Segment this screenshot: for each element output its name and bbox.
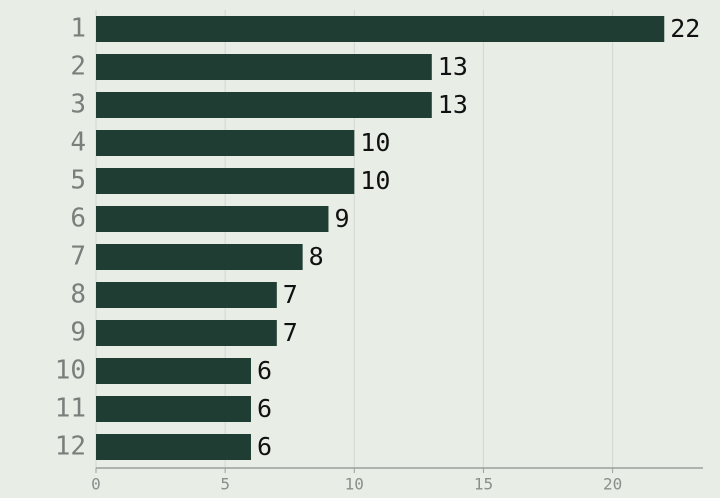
y-tick-label: 4 [70, 128, 86, 158]
y-tick-label: 3 [70, 90, 86, 120]
bar [96, 206, 329, 232]
value-label: 10 [360, 128, 390, 157]
y-tick-label: 10 [55, 356, 86, 386]
bar [96, 130, 355, 156]
y-tick-label: 7 [70, 242, 86, 272]
y-tick-label: 2 [70, 52, 86, 82]
y-tick-label: 11 [55, 394, 86, 424]
x-tick-label: 20 [603, 475, 622, 494]
y-tick-label: 6 [70, 204, 86, 234]
y-tick-label: 1 [70, 14, 86, 44]
bar [96, 54, 432, 80]
bar [96, 434, 251, 460]
value-label: 7 [283, 280, 298, 309]
bar [96, 244, 303, 270]
value-label: 6 [257, 432, 272, 461]
x-tick-label: 5 [220, 475, 230, 494]
bar [96, 92, 432, 118]
bar [96, 16, 665, 42]
y-tick-label: 12 [55, 432, 86, 462]
value-label: 9 [334, 204, 349, 233]
bar [96, 282, 277, 308]
value-label: 22 [670, 14, 700, 43]
x-tick-label: 15 [474, 475, 493, 494]
y-tick-label: 8 [70, 280, 86, 310]
value-label: 8 [309, 242, 324, 271]
bar [96, 320, 277, 346]
x-tick-label: 10 [345, 475, 364, 494]
x-tick-label: 0 [91, 475, 101, 494]
value-label: 13 [438, 52, 468, 81]
value-label: 6 [257, 356, 272, 385]
value-label: 6 [257, 394, 272, 423]
bar [96, 358, 251, 384]
value-label: 7 [283, 318, 298, 347]
bar [96, 168, 355, 194]
bar [96, 396, 251, 422]
value-label: 10 [360, 166, 390, 195]
value-label: 13 [438, 90, 468, 119]
y-tick-label: 5 [70, 166, 86, 196]
y-tick-label: 9 [70, 318, 86, 348]
